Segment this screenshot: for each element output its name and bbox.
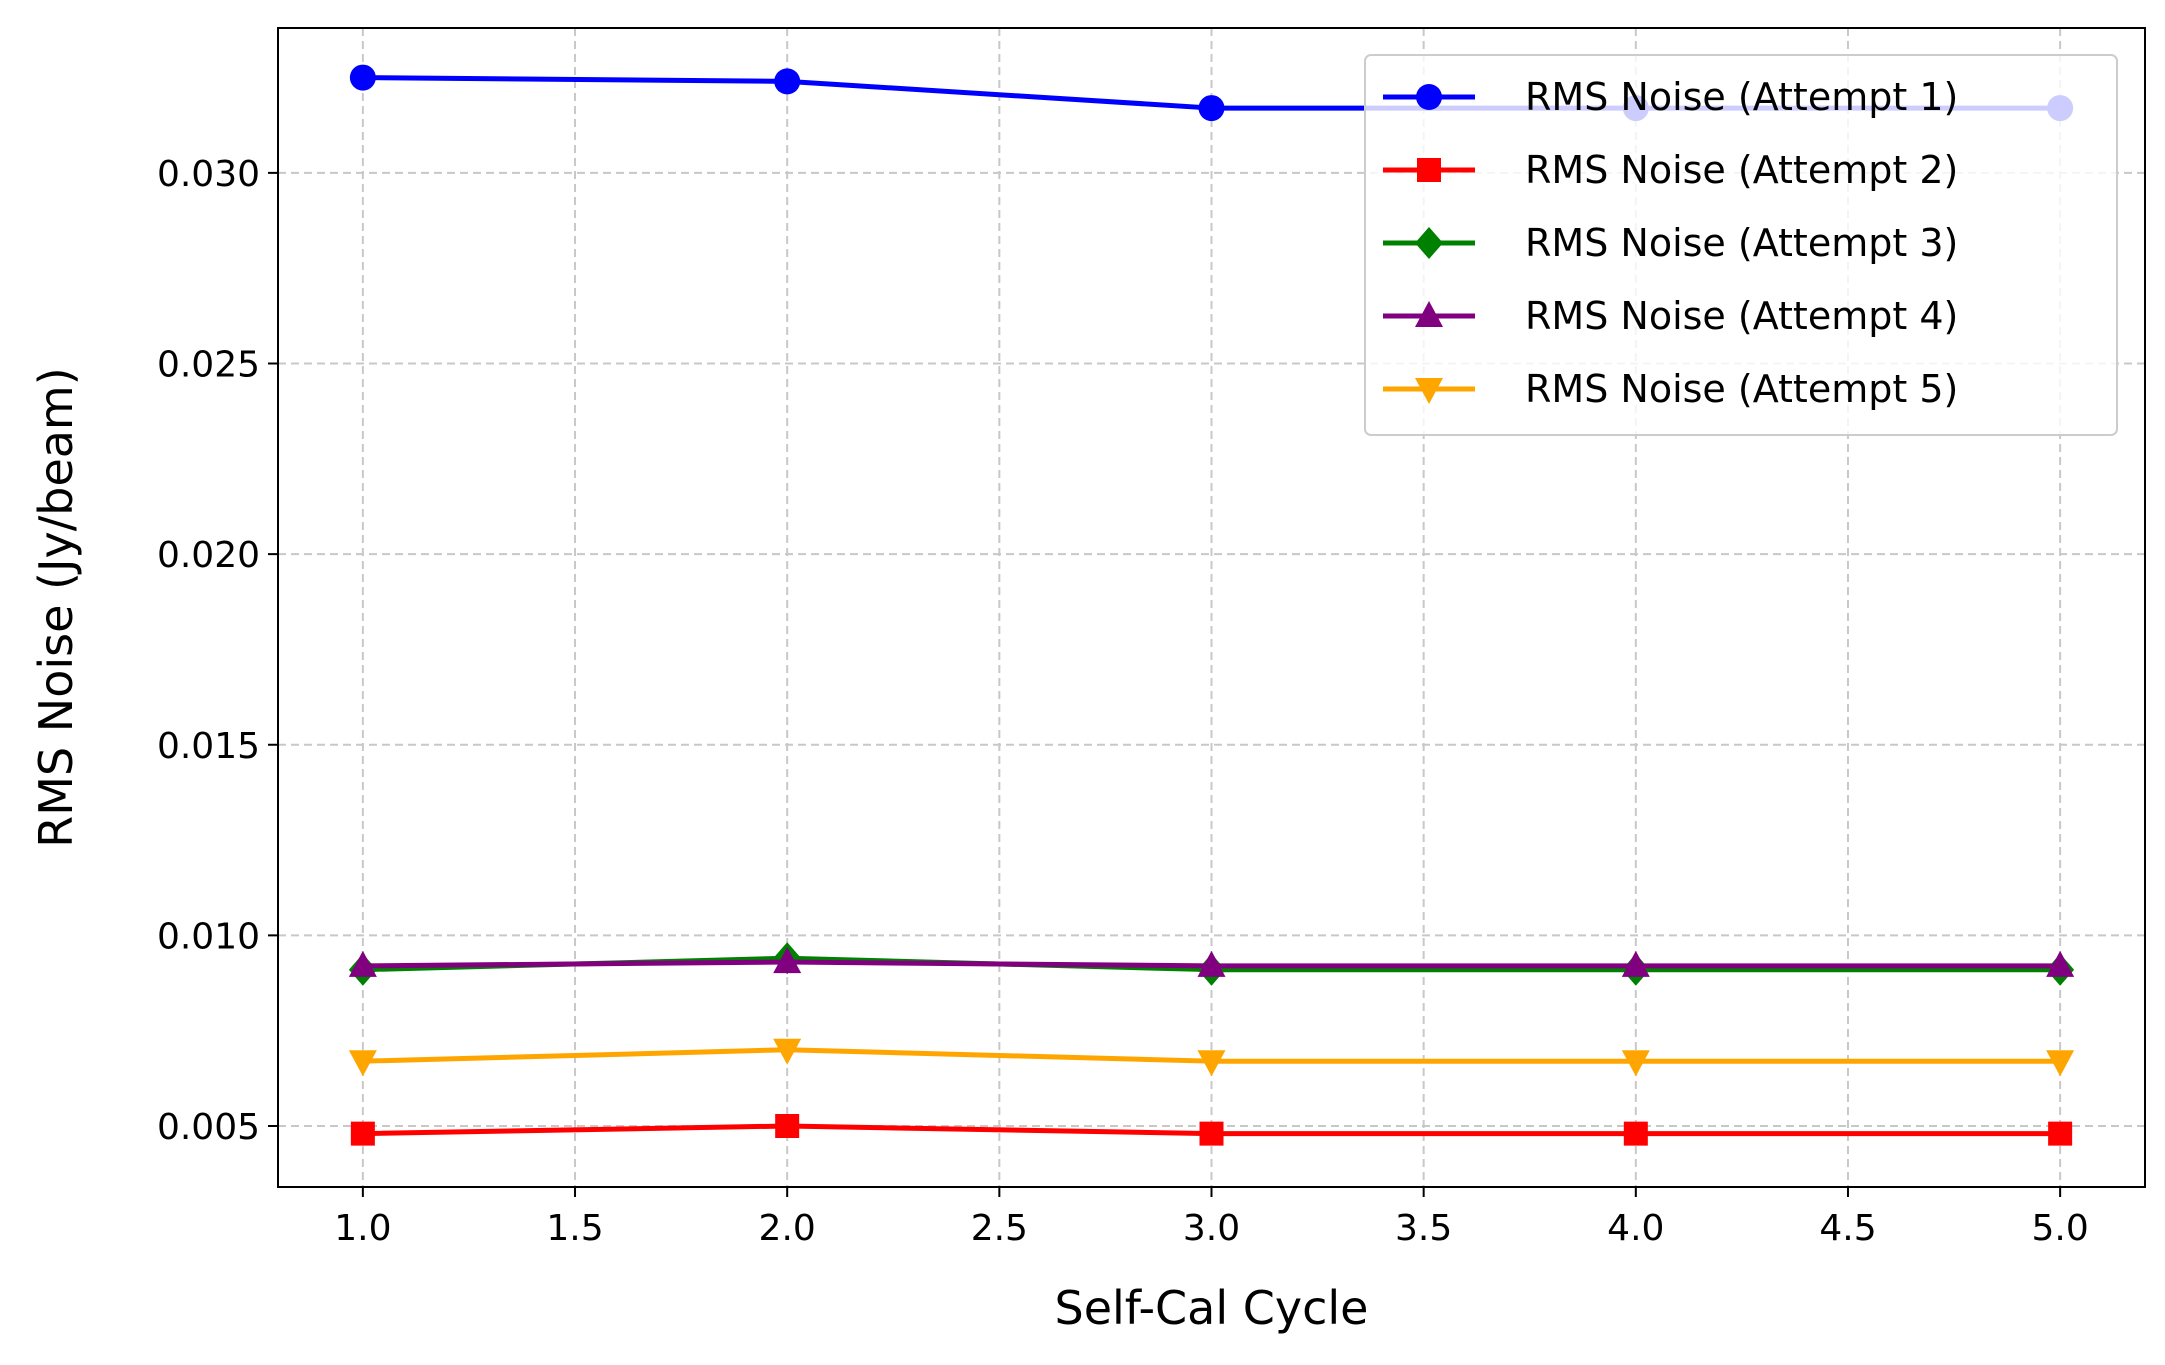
y-tick-label: 0.025 [157,345,260,386]
data-point [2046,1050,2075,1077]
legend-item: RMS Noise (Attempt 2) [1383,148,1958,192]
legend-item: RMS Noise (Attempt 5) [1383,367,1958,411]
x-tick-label: 2.0 [759,1208,816,1249]
data-point [349,64,376,91]
y-tick-label: 0.020 [157,535,260,576]
data-point [1415,378,1443,404]
x-tick-label: 3.0 [1183,1208,1240,1249]
data-point [348,1050,377,1077]
data-point [1415,227,1443,259]
legend-item: RMS Noise (Attempt 3) [1383,221,1958,265]
legend-label: RMS Noise (Attempt 5) [1525,367,1958,411]
data-point [1197,950,1226,977]
data-point [1621,1050,1650,1077]
legend-item: RMS Noise (Attempt 4) [1383,294,1958,338]
data-point [350,1121,375,1146]
series [350,1114,2073,1146]
y-tick-label: 0.030 [157,154,260,195]
x-tick-label: 5.0 [2032,1208,2089,1249]
series [348,947,2075,977]
data-point [774,68,801,95]
x-axis-title: Self-Cal Cycle [1055,1281,1369,1335]
x-tick-label: 3.5 [1395,1208,1452,1249]
data-point [775,1114,800,1138]
y-tick-label: 0.010 [157,916,260,957]
data-point [1199,1121,1224,1146]
data-point [1623,1121,1648,1146]
data-point [348,950,377,977]
legend-label: RMS Noise (Attempt 2) [1525,148,1958,192]
legend-box [1364,54,2118,436]
series [348,1038,2075,1077]
data-point [1197,1050,1226,1077]
data-point [1416,84,1442,110]
x-tick-label: 1.5 [546,1208,603,1249]
data-point [2048,1121,2073,1146]
x-tick-label: 1.0 [334,1208,391,1249]
data-point [1415,301,1443,327]
legend: RMS Noise (Attempt 1) RMS Noise (Attempt … [1364,54,2118,436]
legend-label: RMS Noise (Attempt 4) [1525,294,1958,338]
data-point [773,947,802,974]
y-tick-label: 0.015 [157,726,260,767]
data-point [1621,950,1650,977]
grid [278,28,2145,1187]
y-tick-label: 0.005 [157,1107,260,1148]
data-point [2046,950,2075,977]
y-axis-title: RMS Noise (Jy/beam) [29,367,83,847]
x-tick-label: 2.5 [971,1208,1028,1249]
axis-ticks: 1.0 1.5 2.0 2.5 3.0 3.5 4.0 4.5 5.0 0.005 0.010 0.0… [157,154,2089,1249]
data-point [1198,95,1225,122]
legend-label: RMS Noise (Attempt 1) [1525,75,1958,119]
x-tick-label: 4.5 [1819,1208,1876,1249]
legend-item: RMS Noise (Attempt 1) [1383,75,1958,119]
data-point [773,1038,802,1065]
x-tick-label: 4.0 [1607,1208,1664,1249]
data-point [1417,158,1441,182]
legend-label: RMS Noise (Attempt 3) [1525,221,1958,265]
